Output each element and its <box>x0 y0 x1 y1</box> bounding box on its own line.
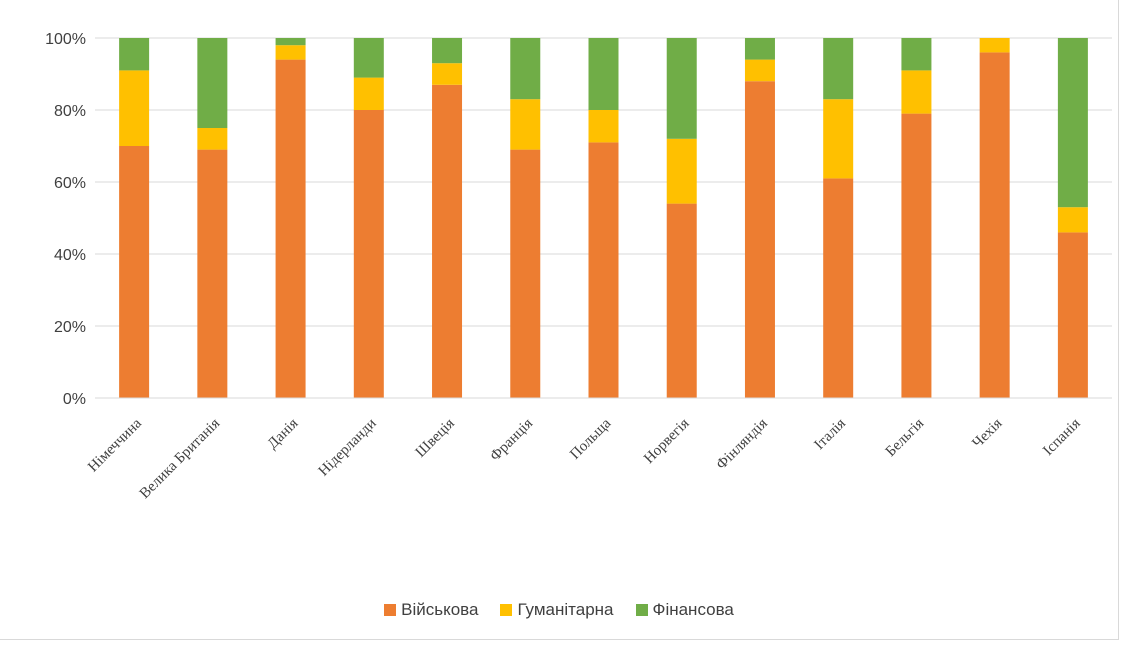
bar-segment <box>197 38 228 128</box>
bar-segment <box>275 38 306 46</box>
legend: Військова Гуманітарна Фінансова <box>0 600 1118 620</box>
bar-segment <box>510 99 541 150</box>
bar-segment <box>979 38 1010 53</box>
y-tick-label: 100% <box>45 31 86 48</box>
y-axis-ticks: 0% 20% 40% 60% 80% 100% <box>45 31 86 408</box>
bar-segment <box>432 38 463 64</box>
bar-segment <box>353 38 384 78</box>
bar-segment <box>197 149 228 398</box>
y-tick-label: 0% <box>63 391 86 408</box>
bar-segment <box>588 110 619 143</box>
legend-item: Військова <box>384 600 478 620</box>
category-label: Італія <box>811 415 849 453</box>
category-label: Данія <box>265 415 302 452</box>
bar-segment <box>901 38 932 71</box>
legend-swatch <box>500 604 513 616</box>
bar-segment <box>275 45 306 60</box>
bar-segment <box>744 81 775 398</box>
legend-item: Фінансова <box>635 600 734 620</box>
bar-segment <box>1057 232 1088 398</box>
category-label: Франція <box>487 415 536 464</box>
bars <box>119 38 1088 399</box>
bar-segment <box>119 70 150 146</box>
legend-swatch <box>384 604 397 616</box>
y-tick-label: 40% <box>54 247 86 264</box>
legend-item: Гуманітарна <box>500 600 614 620</box>
bar-segment <box>353 77 384 110</box>
category-label: Бельгія <box>883 415 927 459</box>
bar-segment <box>197 128 228 150</box>
bar-segment <box>510 38 541 100</box>
category-label: Фінляндія <box>713 415 770 472</box>
bar-segment <box>666 38 697 139</box>
bar-segment <box>823 38 854 100</box>
bar-segment <box>1057 207 1088 233</box>
bar-segment <box>979 52 1010 399</box>
bar-segment <box>901 113 932 398</box>
bar-segment <box>510 149 541 398</box>
legend-label: Гуманітарна <box>517 600 614 619</box>
bar-segment <box>744 59 775 82</box>
category-label: Норвегія <box>641 415 692 466</box>
y-tick-label: 60% <box>54 175 86 192</box>
legend-label: Фінансова <box>652 600 734 619</box>
legend-swatch <box>635 604 648 616</box>
bar-segment <box>901 70 932 114</box>
category-label: Велика Британія <box>137 415 224 502</box>
category-label: Іспанія <box>1040 415 1084 459</box>
bar-segment <box>823 99 854 179</box>
bar-segment <box>666 138 697 204</box>
category-label: Німеччина <box>85 415 145 475</box>
category-label: Чехія <box>970 415 1006 451</box>
bar-segment <box>1057 38 1088 208</box>
legend-label: Військова <box>401 600 479 619</box>
bar-segment <box>588 142 619 398</box>
bar-segment <box>744 38 775 60</box>
bar-segment <box>432 84 463 399</box>
bar-segment <box>119 38 150 71</box>
y-tick-label: 80% <box>54 103 86 120</box>
y-tick-label: 20% <box>54 319 86 336</box>
bar-segment <box>588 38 619 110</box>
category-label: Польща <box>567 415 614 462</box>
bar-segment <box>666 203 697 398</box>
bar-segment <box>353 110 384 398</box>
bar-segment <box>275 59 306 398</box>
category-label: Нідерланди <box>316 416 380 480</box>
bar-segment <box>432 63 463 85</box>
bar-segment <box>823 178 854 398</box>
category-label: Швеція <box>413 415 458 460</box>
bar-segment <box>119 146 150 398</box>
